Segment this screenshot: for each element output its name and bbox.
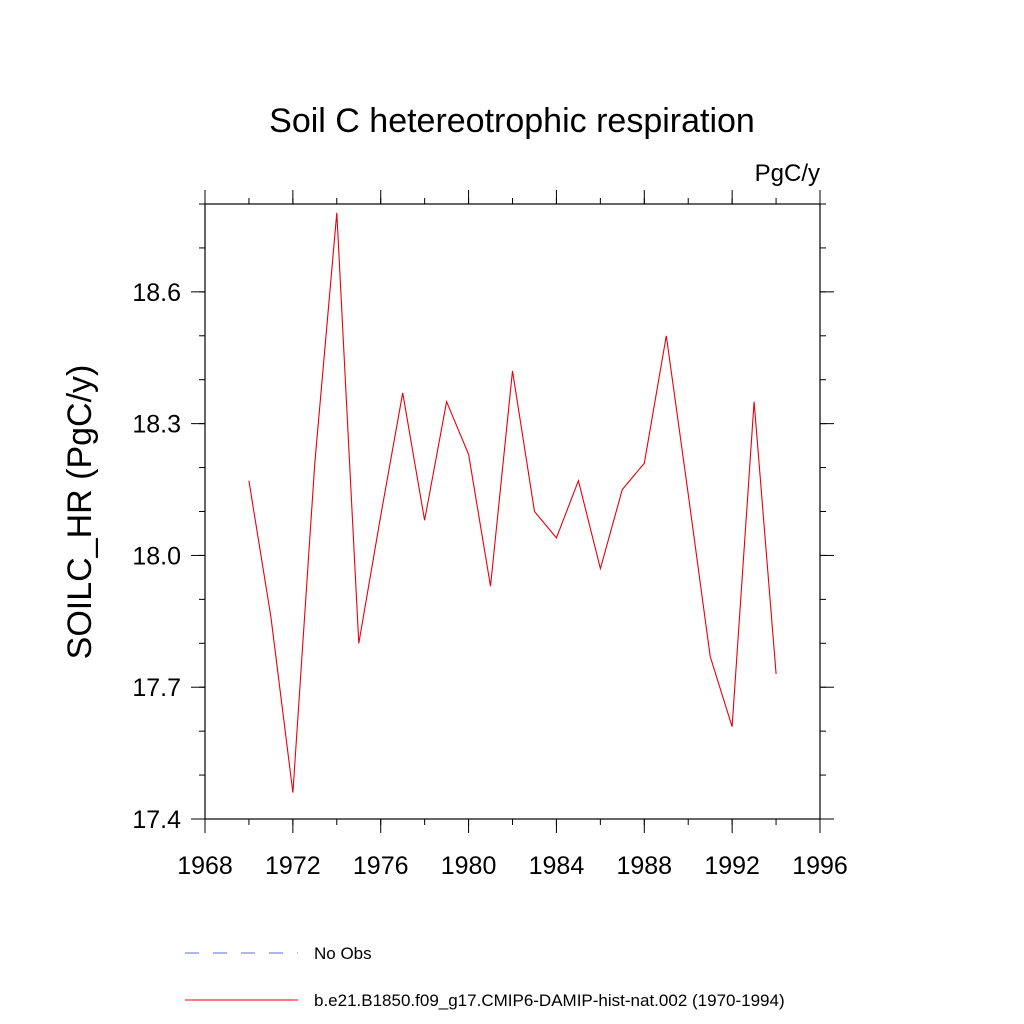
series-point — [666, 335, 667, 336]
legend: No Obs b.e21.B1850.f09_g17.CMIP6-DAMIP-h… — [185, 944, 785, 1010]
series-point — [710, 656, 711, 657]
legend-label-no-obs: No Obs — [314, 944, 372, 963]
x-tick-label: 1988 — [616, 852, 672, 880]
series-point — [270, 616, 271, 617]
y-tick-label: 17.7 — [132, 674, 181, 702]
series-point — [732, 726, 733, 727]
x-tick-label: 1980 — [441, 852, 497, 880]
x-tick-label: 1984 — [529, 852, 585, 880]
series-point — [314, 463, 315, 464]
x-tick-label: 1968 — [177, 852, 233, 880]
series-point — [336, 212, 337, 213]
series-point — [468, 454, 469, 455]
series-point — [688, 493, 689, 494]
series-point — [512, 370, 513, 371]
y-axis-ticks: 17.4 17.7 18.0 18.3 18.6 — [132, 203, 834, 834]
x-tick-label: 1996 — [792, 852, 848, 880]
series-point — [534, 511, 535, 512]
series-point — [292, 792, 293, 793]
chart-title: Soil C hetereotrophic respiration — [269, 102, 755, 140]
units-label: PgC/y — [755, 160, 820, 187]
series-point — [358, 643, 359, 644]
series-point — [402, 392, 403, 393]
x-axis-ticks: 1968 1972 1976 1980 1984 1988 1992 1996 — [177, 190, 848, 880]
y-tick-label: 18.0 — [132, 542, 181, 570]
y-tick-label: 17.4 — [132, 806, 181, 834]
series-point — [248, 480, 249, 481]
y-tick-label: 18.3 — [132, 411, 181, 439]
x-tick-label: 1992 — [704, 852, 760, 880]
series-line — [248, 212, 777, 793]
series-point — [446, 401, 447, 402]
series-point — [776, 673, 777, 674]
series-point — [644, 463, 645, 464]
series-point — [754, 401, 755, 402]
y-tick-label: 18.6 — [132, 279, 181, 307]
series-layer — [248, 212, 777, 793]
series-point — [424, 520, 425, 521]
series-point — [600, 568, 601, 569]
series-point — [490, 586, 491, 587]
series-point — [622, 489, 623, 490]
y-axis-label: SOILC_HR (PgC/y) — [61, 365, 99, 660]
x-tick-label: 1976 — [353, 852, 409, 880]
legend-label-model-run: b.e21.B1850.f09_g17.CMIP6-DAMIP-hist-nat… — [314, 991, 785, 1010]
series-point — [578, 480, 579, 481]
series-point — [380, 515, 381, 516]
x-tick-label: 1972 — [265, 852, 321, 880]
series-point — [556, 537, 557, 538]
